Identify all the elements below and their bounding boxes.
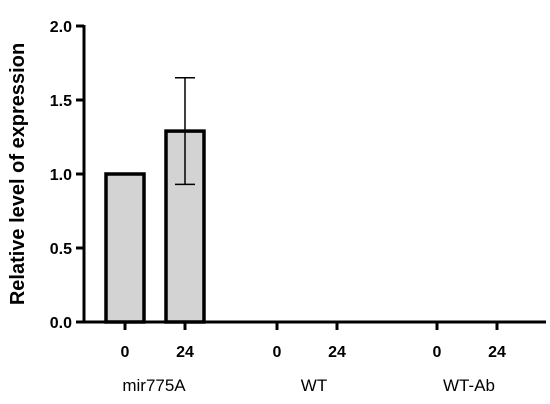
- y-axis-label: Relative level of expression: [7, 43, 29, 305]
- group-label: mir775A: [122, 376, 186, 395]
- y-tick-label: 0.5: [50, 241, 72, 258]
- x-tick-label: 24: [488, 344, 506, 361]
- group-label: WT-Ab: [443, 376, 495, 395]
- x-tick-label: 24: [176, 344, 194, 361]
- y-tick-label: 1.5: [50, 93, 72, 110]
- group-label: WT: [301, 376, 327, 395]
- y-tick-label: 0.0: [50, 315, 72, 332]
- x-tick-label: 24: [328, 344, 346, 361]
- y-tick-label: 2.0: [50, 19, 72, 36]
- x-tick-label: 0: [121, 344, 130, 361]
- x-tick-label: 0: [433, 344, 442, 361]
- group-labels: mir775A WT WT-Ab: [122, 376, 495, 395]
- y-axis: 0.0 0.5 1.0 1.5 2.0: [50, 19, 86, 332]
- bar: [104, 172, 146, 324]
- x-tick-labels: 0 24 0 24 0 24: [121, 344, 506, 361]
- bar: [164, 129, 206, 324]
- x-tick-label: 0: [273, 344, 282, 361]
- y-tick-label: 1.0: [50, 167, 72, 184]
- x-axis: [82, 320, 546, 330]
- bars: [104, 77, 206, 324]
